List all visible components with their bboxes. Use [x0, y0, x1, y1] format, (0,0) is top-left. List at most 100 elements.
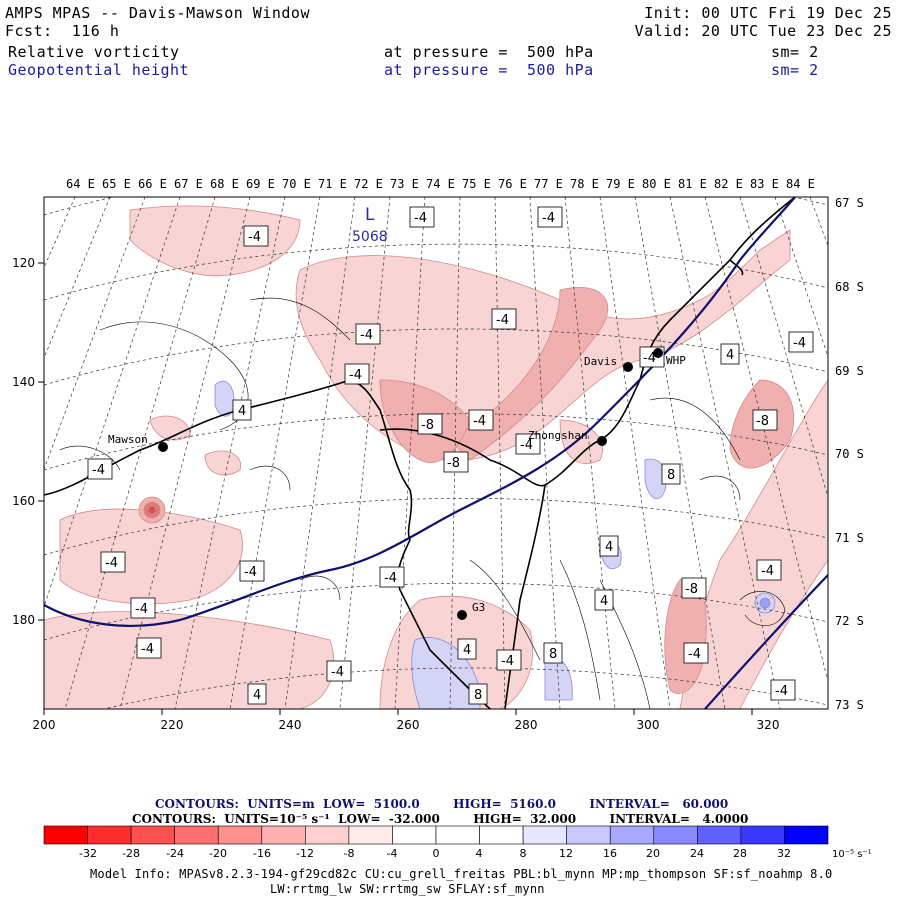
contour-label-box: -4: [683, 642, 709, 664]
contour-label-box: 8: [468, 683, 488, 705]
station-mawson: Mawson: [108, 433, 168, 452]
cbar-tick: -4: [387, 847, 398, 860]
svg-text:-4: -4: [761, 564, 774, 579]
svg-text:-4: -4: [384, 571, 397, 586]
cbar-tick: -12: [296, 847, 314, 860]
colorbar-swatch: [740, 825, 785, 845]
cbar-tick: 28: [733, 847, 747, 860]
lon-label: 81 E: [678, 177, 707, 191]
svg-text:4: 4: [726, 348, 734, 363]
low-letter: L: [365, 205, 375, 225]
x-tick-label: 260: [397, 718, 420, 732]
station-whp: WHP: [653, 348, 686, 367]
colorbar-swatch: [174, 825, 219, 845]
contour-label-box: 4: [594, 589, 614, 611]
svg-text:-4: -4: [496, 313, 509, 328]
x-tick-label: 220: [161, 718, 184, 732]
lat-label: 67 S: [835, 196, 864, 210]
colorbar-swatch: [392, 825, 437, 845]
svg-text:-8: -8: [421, 418, 434, 433]
map-frame: [43, 196, 829, 710]
contour-label-box: -4: [788, 331, 814, 353]
lat-label: 73 S: [835, 698, 864, 712]
cbar-tick: 16: [603, 847, 617, 860]
svg-text:4: 4: [253, 688, 261, 703]
contour-label-box: -4: [87, 458, 113, 480]
init-time: Init: 00 UTC Fri 19 Dec 25: [644, 4, 892, 22]
colorbar-swatch: [261, 825, 306, 845]
svg-text:4: 4: [600, 594, 608, 609]
model-info-line2: LW:rrtmg_lw SW:rrtmg_sw SFLAY:sf_mynn: [270, 882, 545, 896]
cbar-tick: -24: [166, 847, 184, 860]
svg-text:-4: -4: [244, 565, 257, 580]
svg-text:8: 8: [549, 647, 557, 662]
svg-text:-4: -4: [349, 368, 362, 383]
svg-text:Zhongshan: Zhongshan: [528, 429, 588, 442]
lon-label: 64 E: [66, 177, 95, 191]
x-tick-labels: 200 220 240 260 280 300 320: [33, 718, 780, 732]
contour-label-box: 4: [457, 638, 477, 660]
y-tick-label: 140: [12, 375, 35, 389]
station-zhongshan: Zhongshan: [528, 429, 607, 446]
lon-label: 78 E: [570, 177, 599, 191]
lon-label: 74 E: [426, 177, 455, 191]
graticule: [44, 197, 828, 709]
contour-label-box: -4: [136, 637, 162, 659]
lon-label: 76 E: [498, 177, 527, 191]
contour-label-box: -8: [417, 413, 443, 435]
stations: Mawson Davis WHP Zhongshan G3: [108, 348, 686, 620]
y-tick-label: 120: [12, 256, 35, 270]
colorbar-swatch: [435, 825, 480, 845]
svg-text:-4: -4: [248, 230, 261, 245]
lon-label: 77 E: [534, 177, 563, 191]
contour-label-box: -4: [468, 409, 494, 431]
svg-text:4: 4: [463, 643, 471, 658]
cbar-tick: 24: [690, 847, 704, 860]
cbar-tick: -32: [79, 847, 97, 860]
contour-label-box: 4: [599, 535, 619, 557]
svg-text:G3: G3: [472, 601, 485, 614]
x-tick-label: 280: [515, 718, 538, 732]
lon-label: 79 E: [606, 177, 635, 191]
cbar-tick: 32: [777, 847, 791, 860]
colorbar-swatch: [217, 825, 263, 845]
colorbar-swatch: [784, 825, 829, 845]
colorbar-swatch: [305, 825, 350, 845]
svg-text:-4: -4: [520, 438, 533, 453]
contour-label-box: 4: [232, 399, 252, 421]
y-tick-label: 180: [12, 613, 35, 627]
contour-label-box: -8: [752, 409, 778, 431]
contour-label-box: 4: [720, 343, 740, 365]
low-value: 5068: [352, 229, 388, 245]
cbar-tick: 8: [520, 847, 527, 860]
cbar-tick: -8: [344, 847, 355, 860]
contour-label-box: 8: [543, 642, 563, 664]
svg-text:-4: -4: [414, 211, 427, 226]
cbar-tick: -16: [253, 847, 271, 860]
vorticity-shading-negative: [214, 380, 776, 709]
x-tick-label: 200: [33, 718, 56, 732]
lon-label: 69 E: [246, 177, 275, 191]
field2-smoothing: sm= 2: [771, 61, 819, 79]
svg-text:4: 4: [605, 540, 613, 555]
contour-label-box: -4: [409, 206, 435, 228]
latitude-labels: 67 S 68 S 69 S 70 S 71 S 72 S 73 S: [835, 196, 864, 712]
svg-text:-4: -4: [135, 602, 148, 617]
lon-label: 70 E: [282, 177, 311, 191]
contour-label-box: -4: [355, 323, 381, 345]
colorbar-swatch: [609, 825, 655, 845]
svg-text:-4: -4: [473, 414, 486, 429]
svg-text:-4: -4: [92, 463, 105, 478]
x-tick-label: 300: [637, 718, 660, 732]
svg-text:-4: -4: [793, 336, 806, 351]
contour-label-box: -4: [326, 660, 352, 682]
colorbar-swatch: [130, 825, 175, 845]
colorbar-swatch: [348, 825, 393, 845]
svg-text:-4: -4: [331, 665, 344, 680]
svg-text:8: 8: [667, 468, 675, 483]
lat-label: 68 S: [835, 280, 864, 294]
svg-text:-8: -8: [447, 456, 460, 471]
contour-label-box: -4: [515, 433, 541, 455]
contour-label-box: 4: [247, 683, 267, 705]
lon-label: 80 E: [642, 177, 671, 191]
